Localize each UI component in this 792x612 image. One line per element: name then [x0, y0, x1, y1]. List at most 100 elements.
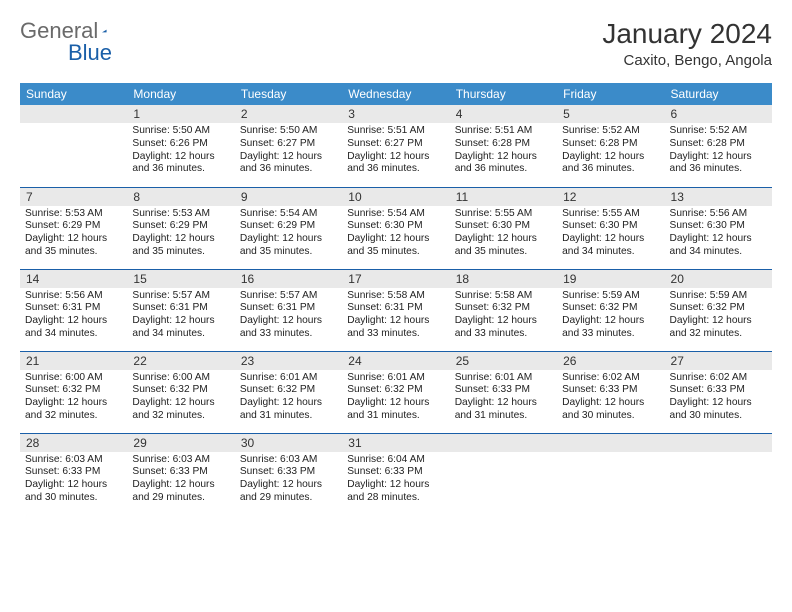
- calendar-cell: 20Sunrise: 5:59 AMSunset: 6:32 PMDayligh…: [665, 269, 772, 351]
- day-number: 18: [450, 270, 557, 288]
- day-number: 27: [665, 352, 772, 370]
- calendar-cell: 21Sunrise: 6:00 AMSunset: 6:32 PMDayligh…: [20, 351, 127, 433]
- day-content: Sunrise: 5:53 AMSunset: 6:29 PMDaylight:…: [20, 206, 127, 263]
- day-content: Sunrise: 6:04 AMSunset: 6:33 PMDaylight:…: [342, 452, 449, 509]
- calendar-row: 7Sunrise: 5:53 AMSunset: 6:29 PMDaylight…: [20, 187, 772, 269]
- logo-triangle-icon: [102, 22, 107, 40]
- calendar-cell: [20, 105, 127, 187]
- day-number: 9: [235, 188, 342, 206]
- day-content: Sunrise: 5:55 AMSunset: 6:30 PMDaylight:…: [557, 206, 664, 263]
- calendar-row: 21Sunrise: 6:00 AMSunset: 6:32 PMDayligh…: [20, 351, 772, 433]
- day-content: Sunrise: 6:02 AMSunset: 6:33 PMDaylight:…: [557, 370, 664, 427]
- calendar-cell: 11Sunrise: 5:55 AMSunset: 6:30 PMDayligh…: [450, 187, 557, 269]
- calendar-cell: 28Sunrise: 6:03 AMSunset: 6:33 PMDayligh…: [20, 433, 127, 515]
- day-content: Sunrise: 5:50 AMSunset: 6:26 PMDaylight:…: [127, 123, 234, 180]
- calendar-cell: 27Sunrise: 6:02 AMSunset: 6:33 PMDayligh…: [665, 351, 772, 433]
- day-content: Sunrise: 5:55 AMSunset: 6:30 PMDaylight:…: [450, 206, 557, 263]
- day-number: 21: [20, 352, 127, 370]
- day-content: Sunrise: 6:03 AMSunset: 6:33 PMDaylight:…: [127, 452, 234, 509]
- calendar-cell: 19Sunrise: 5:59 AMSunset: 6:32 PMDayligh…: [557, 269, 664, 351]
- calendar-cell: 9Sunrise: 5:54 AMSunset: 6:29 PMDaylight…: [235, 187, 342, 269]
- day-content: Sunrise: 6:01 AMSunset: 6:32 PMDaylight:…: [342, 370, 449, 427]
- day-number: 23: [235, 352, 342, 370]
- day-number: 11: [450, 188, 557, 206]
- calendar-cell: 24Sunrise: 6:01 AMSunset: 6:32 PMDayligh…: [342, 351, 449, 433]
- calendar-cell: 15Sunrise: 5:57 AMSunset: 6:31 PMDayligh…: [127, 269, 234, 351]
- day-content: Sunrise: 5:51 AMSunset: 6:28 PMDaylight:…: [450, 123, 557, 180]
- calendar-cell: 18Sunrise: 5:58 AMSunset: 6:32 PMDayligh…: [450, 269, 557, 351]
- calendar-cell: 22Sunrise: 6:00 AMSunset: 6:32 PMDayligh…: [127, 351, 234, 433]
- day-content: Sunrise: 5:58 AMSunset: 6:31 PMDaylight:…: [342, 288, 449, 345]
- day-number: 1: [127, 105, 234, 123]
- day-content: Sunrise: 5:54 AMSunset: 6:29 PMDaylight:…: [235, 206, 342, 263]
- day-content: Sunrise: 6:00 AMSunset: 6:32 PMDaylight:…: [127, 370, 234, 427]
- day-number: 8: [127, 188, 234, 206]
- calendar-cell: 26Sunrise: 6:02 AMSunset: 6:33 PMDayligh…: [557, 351, 664, 433]
- day-content: Sunrise: 5:51 AMSunset: 6:27 PMDaylight:…: [342, 123, 449, 180]
- day-content: Sunrise: 6:01 AMSunset: 6:32 PMDaylight:…: [235, 370, 342, 427]
- daynum-empty: [450, 434, 557, 452]
- calendar-cell: 23Sunrise: 6:01 AMSunset: 6:32 PMDayligh…: [235, 351, 342, 433]
- day-number: 2: [235, 105, 342, 123]
- day-content: Sunrise: 6:03 AMSunset: 6:33 PMDaylight:…: [235, 452, 342, 509]
- dayname-mon: Monday: [127, 83, 234, 105]
- day-number: 25: [450, 352, 557, 370]
- location: Caxito, Bengo, Angola: [602, 52, 772, 69]
- calendar-cell: 1Sunrise: 5:50 AMSunset: 6:26 PMDaylight…: [127, 105, 234, 187]
- day-content: Sunrise: 5:56 AMSunset: 6:30 PMDaylight:…: [665, 206, 772, 263]
- calendar-cell: 7Sunrise: 5:53 AMSunset: 6:29 PMDaylight…: [20, 187, 127, 269]
- day-number: 29: [127, 434, 234, 452]
- dayname-fri: Friday: [557, 83, 664, 105]
- calendar-cell: 6Sunrise: 5:52 AMSunset: 6:28 PMDaylight…: [665, 105, 772, 187]
- day-content: Sunrise: 5:59 AMSunset: 6:32 PMDaylight:…: [665, 288, 772, 345]
- day-content: Sunrise: 6:00 AMSunset: 6:32 PMDaylight:…: [20, 370, 127, 427]
- calendar-row: 14Sunrise: 5:56 AMSunset: 6:31 PMDayligh…: [20, 269, 772, 351]
- day-content: Sunrise: 5:57 AMSunset: 6:31 PMDaylight:…: [235, 288, 342, 345]
- day-content: Sunrise: 5:58 AMSunset: 6:32 PMDaylight:…: [450, 288, 557, 345]
- calendar-cell: 14Sunrise: 5:56 AMSunset: 6:31 PMDayligh…: [20, 269, 127, 351]
- calendar-cell: 16Sunrise: 5:57 AMSunset: 6:31 PMDayligh…: [235, 269, 342, 351]
- day-number: 7: [20, 188, 127, 206]
- calendar-row: 28Sunrise: 6:03 AMSunset: 6:33 PMDayligh…: [20, 433, 772, 515]
- day-number: 15: [127, 270, 234, 288]
- day-content: Sunrise: 5:54 AMSunset: 6:30 PMDaylight:…: [342, 206, 449, 263]
- dayname-sun: Sunday: [20, 83, 127, 105]
- calendar-cell: [450, 433, 557, 515]
- calendar-table: Sunday Monday Tuesday Wednesday Thursday…: [20, 83, 772, 515]
- calendar-cell: 5Sunrise: 5:52 AMSunset: 6:28 PMDaylight…: [557, 105, 664, 187]
- day-content: Sunrise: 5:52 AMSunset: 6:28 PMDaylight:…: [557, 123, 664, 180]
- calendar-cell: [665, 433, 772, 515]
- calendar-cell: 30Sunrise: 6:03 AMSunset: 6:33 PMDayligh…: [235, 433, 342, 515]
- day-content: Sunrise: 5:56 AMSunset: 6:31 PMDaylight:…: [20, 288, 127, 345]
- header: General January 2024 Caxito, Bengo, Ango…: [20, 18, 772, 69]
- daynum-empty: [665, 434, 772, 452]
- dayname-thu: Thursday: [450, 83, 557, 105]
- day-content: Sunrise: 6:02 AMSunset: 6:33 PMDaylight:…: [665, 370, 772, 427]
- day-number: 14: [20, 270, 127, 288]
- day-number: 20: [665, 270, 772, 288]
- day-content: Sunrise: 5:53 AMSunset: 6:29 PMDaylight:…: [127, 206, 234, 263]
- dayname-wed: Wednesday: [342, 83, 449, 105]
- day-content: Sunrise: 5:57 AMSunset: 6:31 PMDaylight:…: [127, 288, 234, 345]
- dayname-row: Sunday Monday Tuesday Wednesday Thursday…: [20, 83, 772, 105]
- calendar-cell: 12Sunrise: 5:55 AMSunset: 6:30 PMDayligh…: [557, 187, 664, 269]
- day-number: 4: [450, 105, 557, 123]
- calendar-cell: 8Sunrise: 5:53 AMSunset: 6:29 PMDaylight…: [127, 187, 234, 269]
- calendar-cell: 29Sunrise: 6:03 AMSunset: 6:33 PMDayligh…: [127, 433, 234, 515]
- calendar-cell: 3Sunrise: 5:51 AMSunset: 6:27 PMDaylight…: [342, 105, 449, 187]
- day-content: Sunrise: 5:50 AMSunset: 6:27 PMDaylight:…: [235, 123, 342, 180]
- day-number: 17: [342, 270, 449, 288]
- calendar-cell: 2Sunrise: 5:50 AMSunset: 6:27 PMDaylight…: [235, 105, 342, 187]
- day-number: 3: [342, 105, 449, 123]
- calendar-cell: 25Sunrise: 6:01 AMSunset: 6:33 PMDayligh…: [450, 351, 557, 433]
- day-content: Sunrise: 6:03 AMSunset: 6:33 PMDaylight:…: [20, 452, 127, 509]
- daynum-empty: [557, 434, 664, 452]
- calendar-cell: 4Sunrise: 5:51 AMSunset: 6:28 PMDaylight…: [450, 105, 557, 187]
- day-number: 6: [665, 105, 772, 123]
- calendar-cell: 13Sunrise: 5:56 AMSunset: 6:30 PMDayligh…: [665, 187, 772, 269]
- logo-text-blue: Blue: [68, 40, 112, 66]
- day-number: 13: [665, 188, 772, 206]
- daynum-empty: [20, 105, 127, 123]
- calendar-row: 1Sunrise: 5:50 AMSunset: 6:26 PMDaylight…: [20, 105, 772, 187]
- day-content: Sunrise: 5:52 AMSunset: 6:28 PMDaylight:…: [665, 123, 772, 180]
